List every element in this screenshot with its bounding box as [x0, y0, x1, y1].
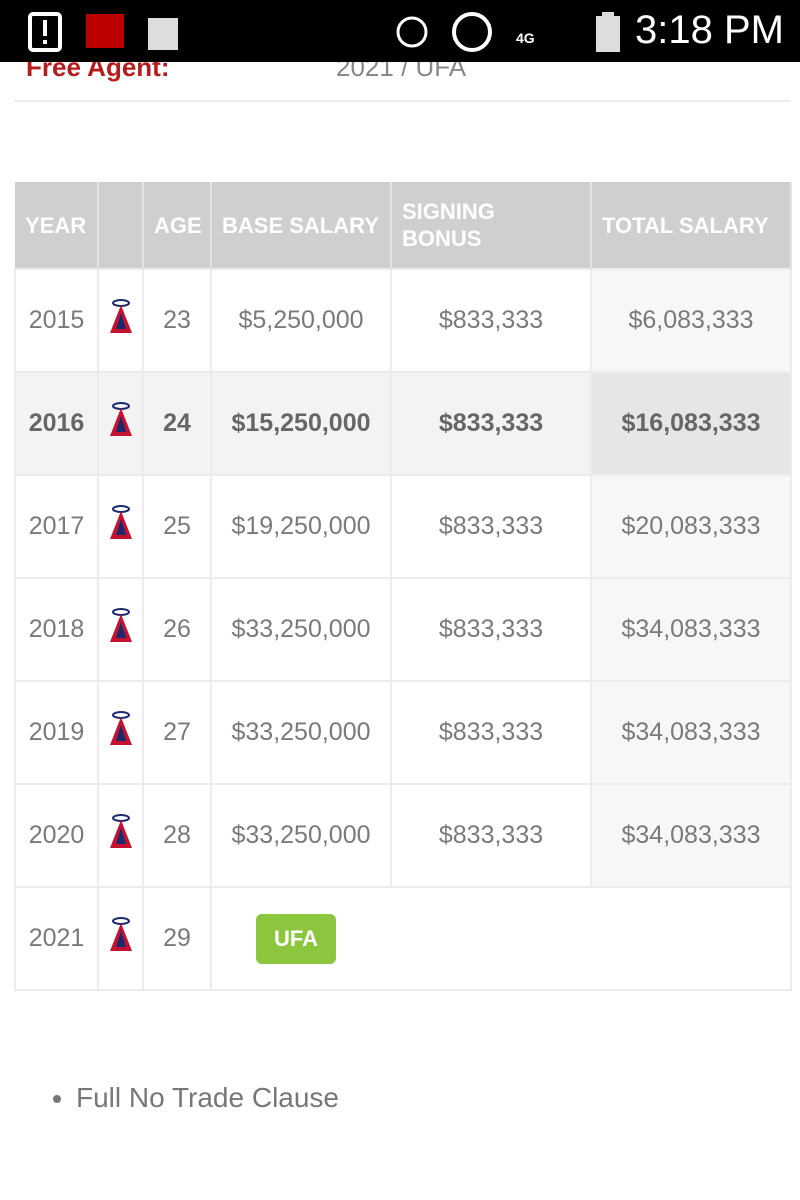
base-salary: $19,250,000 — [210, 474, 392, 579]
total-salary: $6,083,333 — [590, 268, 792, 373]
signing-bonus: $833,333 — [390, 680, 592, 785]
age: 29 — [142, 886, 212, 991]
year: 2016 — [14, 371, 99, 476]
header-cell: YEAR — [15, 182, 99, 269]
note: Full No Trade Clause — [76, 1082, 339, 1114]
base-salary: $5,250,000 — [210, 268, 392, 373]
age: 26 — [142, 577, 212, 682]
network-type: 4G — [516, 30, 535, 46]
contract-table: YEAR AGE BASE SALARY SIGNING BONUS TOTAL… — [14, 182, 792, 991]
total-salary: $34,083,333 — [590, 577, 792, 682]
status-bar: 4G 3:18 PM — [0, 0, 800, 62]
team-logo — [109, 505, 132, 539]
age: 28 — [142, 783, 212, 888]
year: 2020 — [14, 783, 99, 888]
signing-bonus: $833,333 — [390, 474, 592, 579]
salary-row: 2019 27 $33,250,000 $833,333 $34,083,333 — [14, 680, 792, 785]
year: 2019 — [14, 680, 99, 785]
team-logo — [109, 917, 132, 951]
year: 2015 — [14, 268, 99, 373]
signing-bonus: $833,333 — [390, 783, 592, 888]
age: 24 — [142, 371, 212, 476]
salary-row: 2015 23 $5,250,000 $833,333 $6,083,333 — [14, 268, 792, 373]
divider — [14, 100, 790, 102]
base-salary: $33,250,000 — [210, 783, 392, 888]
team-logo-cell — [97, 577, 144, 682]
salary-row: 2018 26 $33,250,000 $833,333 $34,083,333 — [14, 577, 792, 682]
team-logo — [109, 299, 132, 333]
team-logo-cell — [97, 886, 144, 991]
team-logo-cell — [97, 474, 144, 579]
salary-row: 2017 25 $19,250,000 $833,333 $20,083,333 — [14, 474, 792, 579]
year: 2018 — [14, 577, 99, 682]
salary-row: 2016 24 $15,250,000 $833,333 $16,083,333 — [14, 371, 792, 476]
notes: Full No Trade Clause — [36, 1082, 339, 1114]
age: 27 — [142, 680, 212, 785]
signing-bonus: $833,333 — [390, 577, 592, 682]
team-logo — [109, 711, 132, 745]
team-logo-cell — [97, 268, 144, 373]
final-row: 2021 29 UFA — [14, 886, 792, 991]
status-icons — [28, 12, 582, 52]
header-cell: TOTAL SALARY — [591, 182, 792, 269]
total-salary: $34,083,333 — [590, 680, 792, 785]
base-salary: $33,250,000 — [210, 680, 392, 785]
status-cell: UFA — [210, 886, 792, 991]
total-salary: $20,083,333 — [590, 474, 792, 579]
year: 2017 — [14, 474, 99, 579]
header-row: YEAR AGE BASE SALARY SIGNING BONUS TOTAL… — [15, 182, 792, 269]
age: 25 — [142, 474, 212, 579]
team-logo-cell — [97, 371, 144, 476]
team-logo — [109, 814, 132, 848]
base-salary: $33,250,000 — [210, 577, 392, 682]
salary-row: 2020 28 $33,250,000 $833,333 $34,083,333 — [14, 783, 792, 888]
total-salary: $34,083,333 — [590, 783, 792, 888]
header-cell: BASE SALARY — [211, 182, 392, 269]
header-cell: SIGNING BONUS — [391, 182, 592, 269]
team-logo-cell — [97, 783, 144, 888]
clock: 3:18 PM — [635, 8, 784, 52]
battery — [596, 12, 620, 52]
team-logo — [109, 608, 132, 642]
age: 23 — [142, 268, 212, 373]
header-cell: AGE — [143, 182, 212, 269]
base-salary: $15,250,000 — [210, 371, 392, 476]
team-logo-cell — [97, 680, 144, 785]
ufa-badge: UFA — [256, 913, 336, 964]
signing-bonus: $833,333 — [390, 371, 592, 476]
year: 2021 — [14, 886, 99, 991]
team-logo — [109, 402, 132, 436]
signing-bonus: $833,333 — [390, 268, 592, 373]
total-salary: $16,083,333 — [590, 371, 792, 476]
table-body: 2015 23 $5,250,000 $833,333 $6,083,333 2016 24… — [14, 268, 792, 991]
header-cell — [98, 182, 144, 269]
